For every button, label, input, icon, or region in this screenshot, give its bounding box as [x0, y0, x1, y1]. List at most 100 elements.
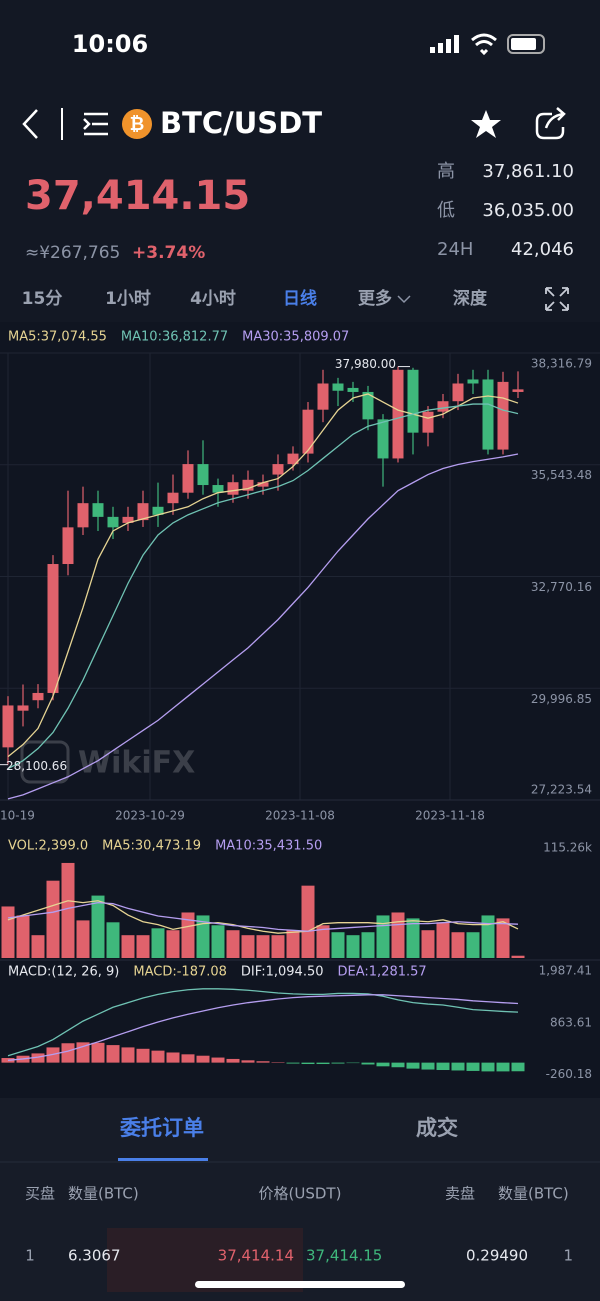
- indicator-line: [7, 901, 519, 932]
- volume-bar: [76, 920, 90, 958]
- candle-body: [257, 482, 269, 487]
- y-tick-label: 27,223.54: [531, 783, 592, 797]
- volume-bar: [106, 922, 120, 958]
- volume-bar: [511, 955, 525, 958]
- price-change: +3.74%: [132, 243, 205, 263]
- candle-body: [407, 369, 419, 433]
- volume-bar: [481, 915, 495, 958]
- y-tick-label: -260.18: [546, 1067, 592, 1081]
- volume-bar: [16, 915, 30, 958]
- volume-bar: [436, 922, 450, 958]
- volume-bars: [1, 862, 525, 958]
- candle-body: [182, 464, 194, 493]
- volume-bar: [121, 935, 135, 958]
- macd-bar: [91, 1042, 105, 1063]
- macd-bar: [106, 1045, 120, 1063]
- volume-bar: [136, 935, 150, 958]
- legend-entry: DIF:1,094.50: [241, 965, 324, 980]
- legend-entry: MACD:(12, 26, 9): [8, 965, 119, 980]
- macd-bar: [301, 1062, 315, 1065]
- interval-tab[interactable]: 深度: [453, 288, 488, 309]
- extreme-label: 28,100.66: [6, 759, 67, 773]
- favorite-button[interactable]: [471, 110, 501, 138]
- x-tick-label: 2023-10-29: [115, 809, 185, 823]
- macd-bar: [451, 1062, 465, 1071]
- order-tab[interactable]: 委托订单: [119, 1116, 204, 1140]
- legend-entry: MA30:35,809.07: [242, 330, 349, 345]
- x-tick-label: 2023-11-18: [415, 809, 485, 823]
- macd-bar: [31, 1053, 45, 1063]
- volume-bar: [61, 862, 75, 958]
- candle-body: [317, 383, 329, 410]
- stat-value: 42,046: [511, 239, 574, 260]
- y-tick-label: 863.61: [550, 1015, 592, 1029]
- macd-bar: [151, 1050, 165, 1063]
- candle-body: [152, 506, 164, 515]
- macd-bar: [466, 1062, 480, 1071]
- volume-bar: [466, 932, 480, 958]
- stat-value: 36,035.00: [482, 200, 574, 221]
- order-cell: 0.29490: [466, 1247, 528, 1265]
- indicator-line: [7, 988, 519, 1057]
- candle-body: [242, 479, 254, 491]
- interval-tab[interactable]: 1小时: [105, 289, 151, 309]
- cny-price: ≈¥267,765: [25, 243, 120, 263]
- volume-bar: [406, 918, 420, 958]
- macd-bar: [196, 1055, 210, 1063]
- volume-bar: [376, 915, 390, 958]
- battery-level: [511, 38, 536, 50]
- interval-tab[interactable]: 更多: [358, 288, 392, 309]
- volume-bar: [421, 930, 435, 958]
- stat-value: 37,861.10: [482, 161, 574, 182]
- candle-body: [212, 485, 224, 493]
- legend-entry: DEA:1,281.57: [338, 965, 427, 980]
- volume-bar: [196, 915, 210, 958]
- y-tick-label: 1,987.41: [539, 963, 592, 977]
- order-cell: 1: [25, 1247, 35, 1265]
- candle-body: [512, 389, 524, 392]
- stat-label: 高: [437, 161, 455, 182]
- candles: [2, 366, 524, 800]
- back-button[interactable]: [22, 109, 38, 139]
- column-header: 卖盘: [445, 1185, 475, 1203]
- volume-bar: [181, 912, 195, 958]
- macd: [1, 988, 525, 1072]
- candle-body: [332, 383, 344, 391]
- interval-tab[interactable]: 15分: [22, 289, 63, 309]
- volume-bar: [46, 880, 60, 958]
- interval-tab[interactable]: 日线: [283, 288, 317, 309]
- macd-bar: [361, 1062, 375, 1065]
- candle-body: [137, 503, 149, 521]
- candle-body: [77, 503, 89, 528]
- candle-body: [347, 387, 359, 392]
- volume-bar: [241, 935, 255, 958]
- watermark: WikiFX: [20, 740, 195, 784]
- share-button[interactable]: [535, 107, 566, 140]
- signal-icon: [430, 35, 459, 53]
- interval-tab[interactable]: 4小时: [190, 289, 236, 309]
- legend-entry: MA5:37,074.55: [8, 330, 107, 345]
- macd-bar: [181, 1054, 195, 1063]
- candle-body: [17, 705, 29, 711]
- stat-label: 低: [437, 200, 455, 221]
- clock: 10:06: [72, 30, 148, 58]
- fullscreen-button[interactable]: [545, 287, 569, 311]
- volume-bar: [271, 935, 285, 958]
- trades-tab[interactable]: 成交: [416, 1116, 458, 1140]
- candle-body: [2, 705, 14, 748]
- macd-bar: [241, 1060, 255, 1063]
- volume-bar: [346, 935, 360, 958]
- volume-bar: [451, 932, 465, 958]
- macd-bar: [121, 1047, 135, 1063]
- macd-bar: [136, 1048, 150, 1063]
- candle-body: [32, 692, 44, 701]
- indicator-line: [7, 994, 519, 1061]
- menu-button[interactable]: [83, 112, 108, 136]
- legend-entry: VOL:2,399.0: [8, 839, 88, 854]
- candle-body: [392, 369, 404, 459]
- candle-body: [497, 381, 509, 450]
- legend-entry: MA10:35,431.50: [215, 839, 322, 854]
- indicator-line: [7, 900, 519, 934]
- home-indicator: [195, 1281, 405, 1288]
